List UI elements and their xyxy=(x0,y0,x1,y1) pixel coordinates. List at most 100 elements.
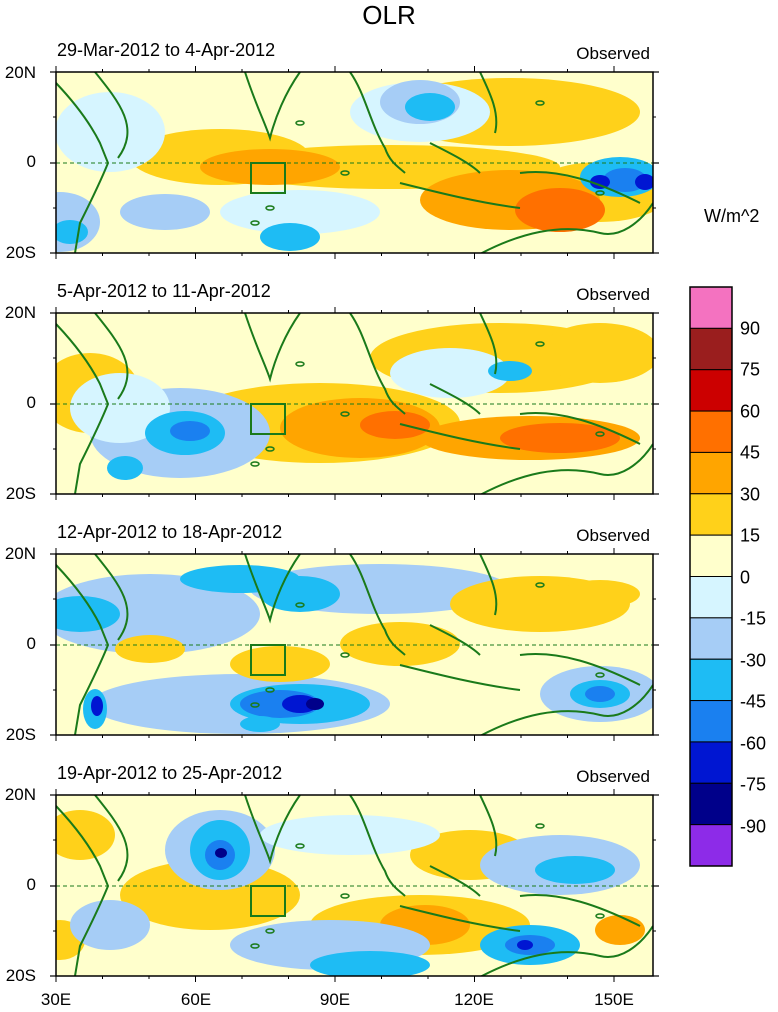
coastline xyxy=(519,894,641,927)
study-region-box xyxy=(250,644,286,676)
coastline xyxy=(349,313,406,415)
colorbar-swatch xyxy=(689,658,733,702)
panel-2-date: 5-Apr-2012 to 11-Apr-2012 xyxy=(57,281,271,301)
colorbar-units: W/m^2 xyxy=(704,206,760,226)
figure-title: OLR xyxy=(362,0,416,30)
coastline xyxy=(94,554,129,641)
coastline xyxy=(429,142,481,174)
olr-contour-region xyxy=(220,190,380,234)
olr-contour-region xyxy=(282,695,318,713)
island-outline xyxy=(535,582,545,588)
coastline xyxy=(479,925,653,976)
coastline xyxy=(479,684,653,735)
island-outline xyxy=(295,843,305,849)
colorbar-label: -75 xyxy=(740,774,767,795)
map-panel-4 xyxy=(50,789,659,982)
island-outline xyxy=(595,913,605,919)
olr-contour-region xyxy=(488,361,532,381)
olr-contour-region xyxy=(70,373,170,443)
lon-label-120e: 120E xyxy=(454,990,494,1009)
coastline xyxy=(244,554,301,624)
olr-contour-region xyxy=(260,576,340,612)
colorbar-swatch xyxy=(689,451,733,495)
coastline xyxy=(479,795,498,857)
island-outline xyxy=(340,893,350,899)
olr-anomaly-field xyxy=(56,554,653,735)
olr-contour-region xyxy=(306,698,324,710)
colorbar-label: 45 xyxy=(740,442,761,463)
olr-anomaly-field xyxy=(56,72,653,253)
map-panel-3 xyxy=(50,548,659,741)
colorbar-swatch xyxy=(689,782,733,826)
colorbar-swatch xyxy=(689,327,733,371)
island-outline xyxy=(265,205,275,211)
olr-anomaly-field xyxy=(56,795,653,976)
colorbar-swatch xyxy=(689,824,733,867)
panel-3-observed: Observed xyxy=(576,526,650,545)
colorbar-swatch xyxy=(689,534,733,578)
coastline xyxy=(519,653,641,686)
olr-contour-region xyxy=(215,848,227,858)
colorbar-swatch xyxy=(689,617,733,660)
colorbar-swatch xyxy=(689,369,733,412)
olr-contour-region xyxy=(70,900,150,950)
olr-contour-region xyxy=(560,580,640,608)
colorbar-label: 75 xyxy=(740,359,761,380)
panel-1-lat-20s: 20S xyxy=(5,243,36,262)
panel-1-date: 29-Mar-2012 to 4-Apr-2012 xyxy=(57,40,276,60)
colorbar-label: -30 xyxy=(740,650,767,671)
olr-contour-region xyxy=(56,574,260,654)
olr-contour-region xyxy=(310,951,430,976)
panel-2-observed: Observed xyxy=(576,285,650,304)
island-outline xyxy=(265,446,275,452)
colorbar-swatch xyxy=(689,700,733,743)
coastline xyxy=(244,795,301,865)
map-panel-2 xyxy=(50,307,659,500)
panel-1-observed: Observed xyxy=(576,44,650,63)
olr-contour-region xyxy=(517,940,533,950)
olr-contour-region xyxy=(535,93,625,121)
coastline xyxy=(56,805,110,976)
olr-contour-region xyxy=(360,411,430,439)
island-outline xyxy=(595,431,605,437)
olr-contour-region xyxy=(120,194,210,230)
olr-contour-region xyxy=(340,622,460,666)
coastline xyxy=(429,624,481,656)
island-outline xyxy=(340,652,350,658)
panel-4-lat-20n: 20N xyxy=(4,785,36,804)
olr-contour-region xyxy=(515,188,605,232)
olr-contour-region xyxy=(635,174,653,190)
olr-contour-region xyxy=(107,456,143,480)
coastline xyxy=(244,72,301,142)
colorbar-label: 90 xyxy=(740,318,761,339)
olr-contour-region xyxy=(540,323,653,383)
panel-3-lat-20s: 20S xyxy=(5,725,36,744)
olr-contour-region xyxy=(230,646,330,682)
olr-contour-region xyxy=(585,686,615,702)
island-outline xyxy=(595,190,605,196)
colorbar-label: -60 xyxy=(740,733,767,754)
panel-2-lat-20n: 20N xyxy=(4,303,36,322)
olr-contour-region xyxy=(56,192,100,252)
olr-contour-region xyxy=(115,635,185,663)
island-outline xyxy=(295,361,305,367)
colorbar-label: -45 xyxy=(740,691,767,712)
coastline xyxy=(479,72,498,134)
olr-contour-region xyxy=(170,421,210,441)
coastline xyxy=(94,313,129,400)
coastline xyxy=(94,795,129,882)
colorbar-label: 15 xyxy=(740,525,761,546)
lon-label-30e: 30E xyxy=(40,990,72,1009)
coastline xyxy=(349,554,406,656)
olr-anomaly-field xyxy=(56,313,653,494)
island-outline xyxy=(340,170,350,176)
colorbar-swatch xyxy=(689,286,733,329)
panel-3-date: 12-Apr-2012 to 18-Apr-2012 xyxy=(57,522,283,542)
panel-2-lat-0: 0 xyxy=(26,393,36,412)
colorbar-label: -15 xyxy=(740,608,767,629)
olr-contour-region xyxy=(590,175,610,189)
island-outline xyxy=(295,120,305,126)
coastline xyxy=(519,412,641,445)
colorbar-swatch xyxy=(689,493,733,536)
panel-1-lat-20n: 20N xyxy=(4,63,36,82)
